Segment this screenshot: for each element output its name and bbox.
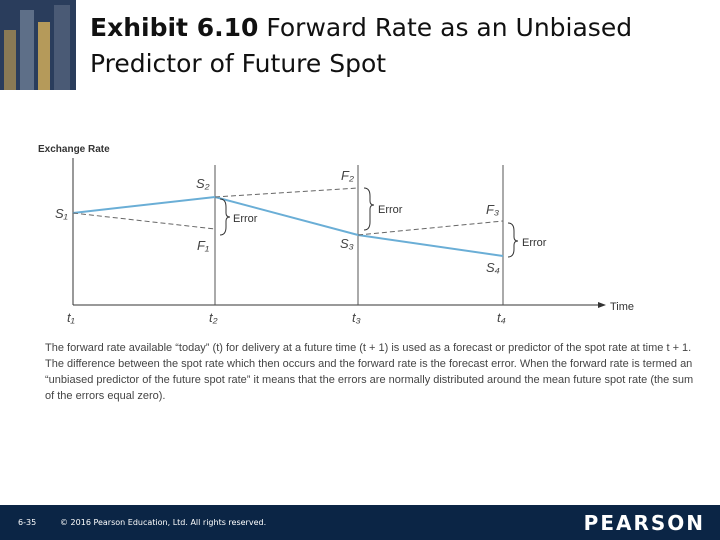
exhibit-number: Exhibit 6.10 — [90, 13, 259, 42]
x-axis-label: Time — [610, 301, 634, 313]
diagram: Exchange Rate Time Error Error Error S₁ … — [38, 144, 634, 325]
caption: The forward rate available “today” (t) f… — [45, 342, 694, 402]
title-text: Forward Rate as an Unbiased Predictor of… — [90, 13, 633, 78]
spot-label: S₃ — [340, 236, 354, 251]
time-label: t₄ — [497, 310, 506, 325]
forward-label: F₁ — [197, 238, 209, 253]
brand-logo: PEARSON — [583, 511, 705, 535]
error-bracket — [507, 222, 519, 258]
spot-path — [72, 195, 504, 257]
forward-line — [72, 212, 216, 230]
spot-label: S₂ — [196, 176, 210, 191]
forward-line — [214, 187, 359, 198]
page-number: 6-35 — [18, 518, 37, 527]
time-label: t₁ — [67, 310, 75, 325]
slide-title: Exhibit 6.10 Forward Rate as an Unbiased … — [90, 10, 720, 82]
time-label: t₃ — [352, 310, 361, 325]
forward-line — [357, 220, 504, 236]
time-label: t₂ — [209, 310, 218, 325]
error-label: Error — [378, 204, 403, 216]
spot-label: S₄ — [486, 260, 500, 275]
error-bracket — [363, 187, 375, 231]
footer: 6-35 © 2016 Pearson Education, Ltd. All … — [0, 505, 720, 540]
city-photo — [0, 0, 76, 90]
error-bracket — [219, 198, 231, 236]
spot-label: S₁ — [55, 206, 68, 221]
y-axis-label: Exchange Rate — [38, 144, 110, 155]
error-label: Error — [522, 237, 547, 249]
forward-label: F₃ — [486, 202, 499, 217]
copyright: © 2016 Pearson Education, Ltd. All right… — [60, 518, 267, 527]
error-label: Error — [233, 213, 258, 225]
forward-label: F₂ — [341, 168, 354, 183]
